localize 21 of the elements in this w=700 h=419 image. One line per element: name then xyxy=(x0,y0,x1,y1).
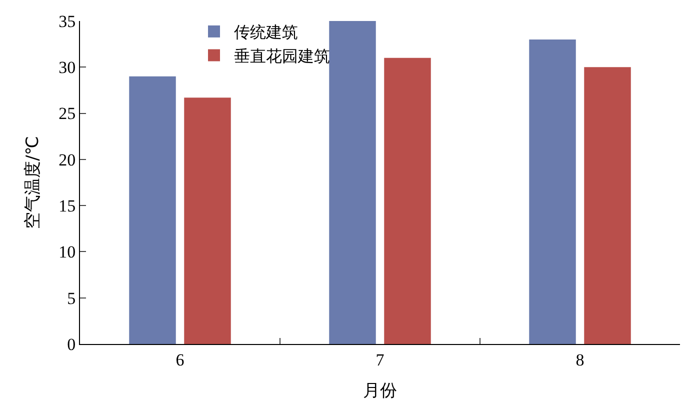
y-tick-label: 15 xyxy=(58,196,76,216)
x-tick-label: 6 xyxy=(176,350,184,370)
bar xyxy=(384,58,431,344)
y-axis-title: 空气温度/℃ xyxy=(23,136,44,229)
bar xyxy=(129,76,176,344)
bar xyxy=(329,21,376,344)
y-tick-label: 25 xyxy=(58,104,76,124)
legend-label: 垂直花园建筑 xyxy=(234,46,330,66)
bar xyxy=(184,98,231,344)
y-tick-label: 30 xyxy=(58,58,76,78)
y-tick-label: 10 xyxy=(58,242,76,262)
y-tick-label: 35 xyxy=(58,12,76,31)
y-tick-label: 5 xyxy=(67,288,76,308)
bar xyxy=(529,39,576,344)
y-tick-label: 20 xyxy=(58,150,76,170)
x-tick-label: 8 xyxy=(576,350,584,370)
legend-label: 传统建筑 xyxy=(234,22,298,42)
x-axis-title: 月份 xyxy=(363,380,397,401)
bar xyxy=(584,67,631,344)
y-tick-label: 0 xyxy=(67,334,76,354)
x-tick-label: 7 xyxy=(376,350,385,370)
